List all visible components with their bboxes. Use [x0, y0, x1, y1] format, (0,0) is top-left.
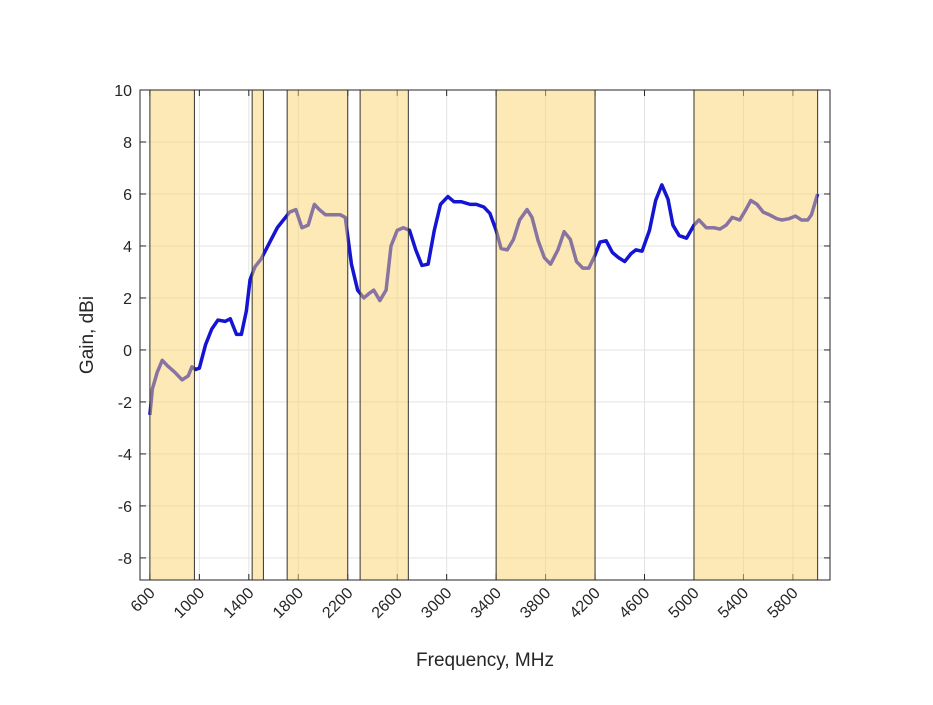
x-tick-label: 1400: [220, 585, 257, 622]
y-tick-label: 8: [123, 135, 132, 152]
x-tick-label: 4600: [616, 585, 653, 622]
y-tick-label: -6: [118, 499, 132, 516]
x-tick-label: 2200: [319, 585, 356, 622]
y-tick-label: 6: [123, 187, 132, 204]
axes-box: [139, 89, 831, 581]
y-tick-label: -2: [118, 395, 132, 412]
x-tick-label: 3000: [418, 585, 455, 622]
y-axis-label: Gain, dBi: [77, 296, 98, 374]
x-tick-label: 5400: [715, 585, 752, 622]
band: [287, 90, 348, 580]
y-tick-label: -4: [118, 447, 132, 464]
y-tick-label: 0: [123, 343, 132, 360]
x-tick-label: 4200: [567, 585, 604, 622]
band: [693, 90, 818, 580]
x-tick-label: 5000: [666, 585, 703, 622]
x-axis-label: Frequency, MHz: [416, 650, 554, 671]
x-tick-label: 3800: [517, 585, 554, 622]
x-tick-label: 1000: [171, 585, 208, 622]
x-tick-label: 5800: [765, 585, 802, 622]
x-tick-label: 1800: [270, 585, 307, 622]
band: [252, 90, 264, 580]
band: [360, 90, 409, 580]
x-tick-label: 600: [128, 585, 159, 616]
y-tick-label: -8: [118, 551, 132, 568]
band: [149, 90, 195, 580]
y-tick-label: 10: [114, 83, 132, 100]
y-tick-label: 4: [123, 239, 132, 256]
x-tick-label: 3400: [468, 585, 505, 622]
y-tick-label: 2: [123, 291, 132, 308]
x-tick-label: 2600: [369, 585, 406, 622]
band: [496, 90, 596, 580]
